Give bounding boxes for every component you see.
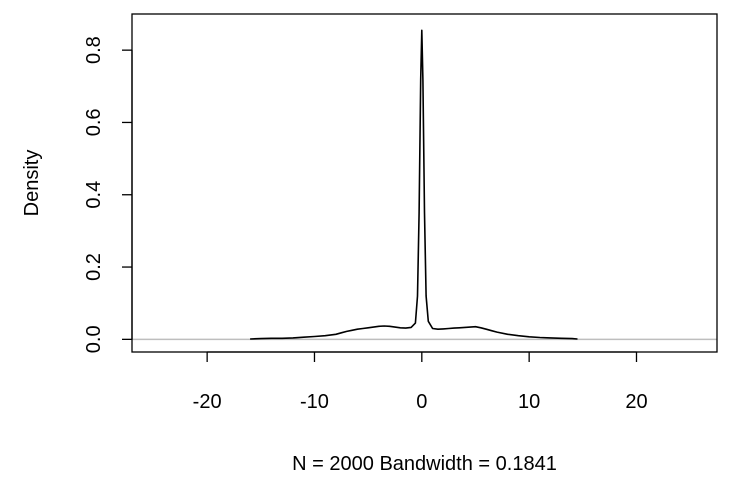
density-curve — [250, 30, 577, 339]
y-tick-label: 0.2 — [83, 253, 105, 281]
x-tick-label: 0 — [416, 391, 427, 413]
y-tick-label: 0.0 — [83, 325, 105, 353]
x-tick-label: 10 — [518, 391, 540, 413]
x-tick-label: 20 — [625, 391, 647, 413]
y-axis-label: Density — [21, 150, 43, 217]
x-tick-label: -20 — [193, 391, 222, 413]
plot-area: -20 -10 0 10 20 0.0 0.2 0.4 0.6 0.8 — [83, 14, 717, 413]
y-tick-label: 0.6 — [83, 108, 105, 136]
y-tick-label: 0.4 — [83, 181, 105, 209]
x-tick-label: -10 — [300, 391, 329, 413]
x-axis-label: N = 2000 Bandwidth = 0.1841 — [292, 453, 557, 475]
y-tick-label: 0.8 — [83, 36, 105, 64]
